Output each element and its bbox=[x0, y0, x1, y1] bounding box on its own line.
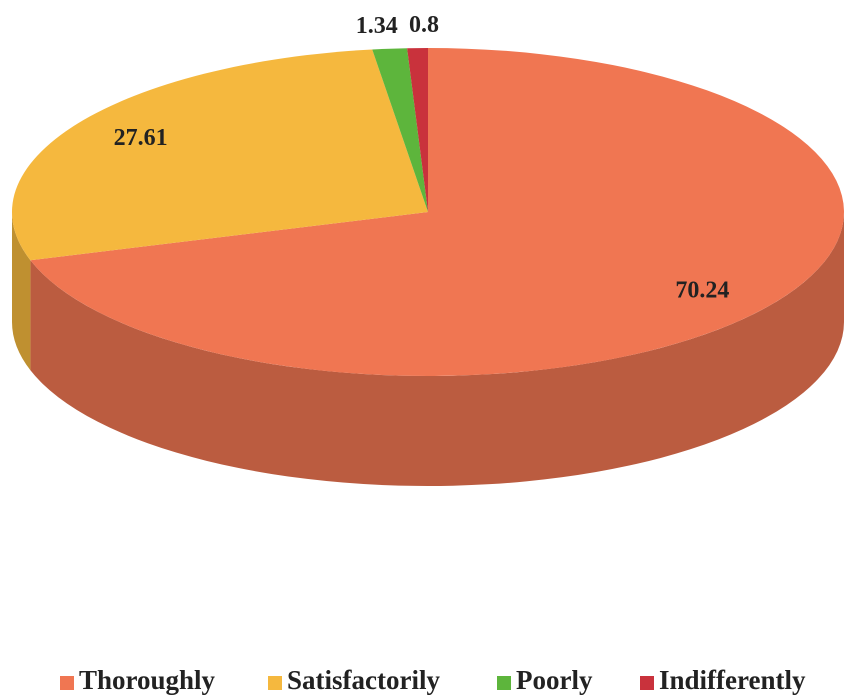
side-wall bbox=[11, 212, 31, 371]
pie-slice bbox=[11, 49, 428, 261]
pie-slice bbox=[30, 48, 844, 376]
value-label: 27.61 bbox=[114, 125, 168, 151]
value-label: 0.8 bbox=[409, 12, 439, 38]
legend-label: Thoroughly bbox=[79, 665, 216, 695]
pie-slice bbox=[407, 48, 428, 212]
value-label: 70.24 bbox=[675, 277, 729, 303]
legend-swatch bbox=[497, 676, 511, 690]
legend-label: Poorly bbox=[516, 665, 593, 695]
legend-label: Indifferently bbox=[659, 665, 806, 695]
side-wall bbox=[30, 212, 844, 486]
legend-label: Satisfactorily bbox=[287, 665, 440, 695]
pie-slice bbox=[372, 48, 428, 212]
legend-swatch bbox=[268, 676, 282, 690]
legend-swatch bbox=[640, 676, 654, 690]
value-label: 1.34 bbox=[356, 13, 398, 39]
legend-swatch bbox=[60, 676, 74, 690]
